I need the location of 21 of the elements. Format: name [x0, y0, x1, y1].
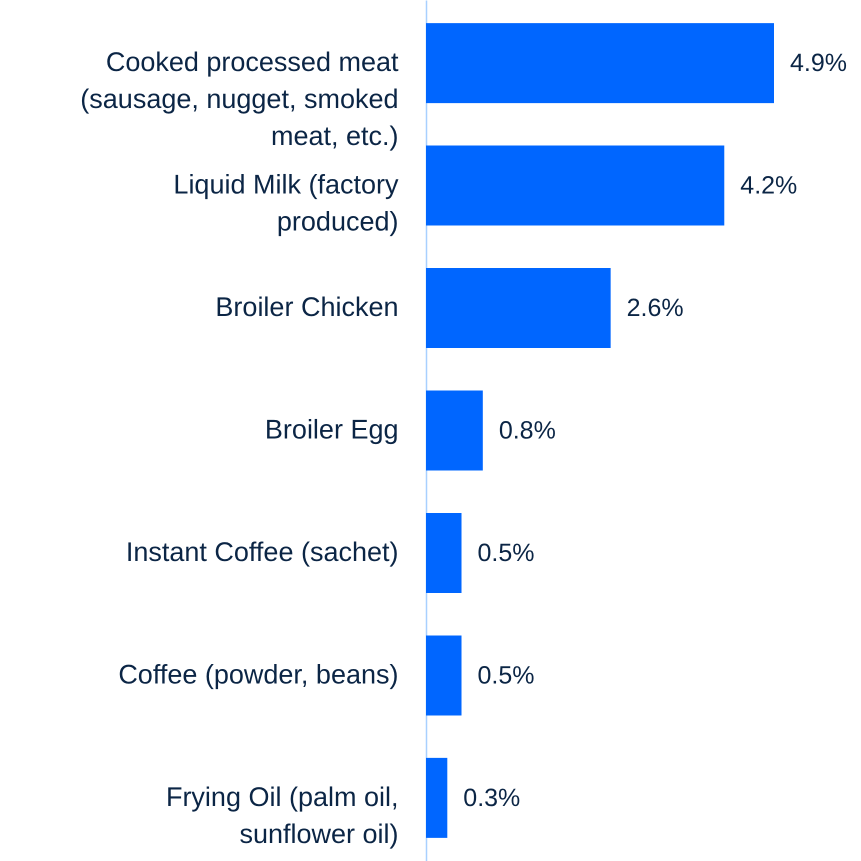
y-tick-label: Broiler Chicken	[215, 292, 398, 322]
y-tick-label: Frying Oil (palm oil, sunflower oil)	[166, 782, 398, 849]
bar	[426, 390, 483, 470]
data-label: 4.9%	[790, 49, 847, 78]
bar	[426, 635, 462, 716]
y-tick-label: Broiler Egg	[264, 414, 398, 444]
data-label: 0.5%	[478, 661, 534, 690]
y-tick-label: Cooked processed meat (sausage, nugget, smoked meat, etc.)	[80, 47, 399, 152]
data-label: 0.8%	[498, 416, 556, 444]
data-label: 0.5%	[478, 538, 534, 567]
data-label: 0.3%	[463, 784, 520, 812]
bar	[426, 146, 724, 226]
bar	[426, 512, 462, 593]
bar	[426, 23, 774, 104]
y-tick-label: Liquid Milk (factory produced)	[173, 170, 399, 237]
y-tick-label: Instant Coffee (sachet)	[126, 536, 398, 567]
y-tick-label: Coffee (powder, beans)	[118, 659, 398, 690]
bar	[426, 758, 448, 838]
bar	[426, 268, 611, 348]
data-label: 2.6%	[626, 294, 684, 322]
data-label: 4.2%	[740, 172, 798, 200]
